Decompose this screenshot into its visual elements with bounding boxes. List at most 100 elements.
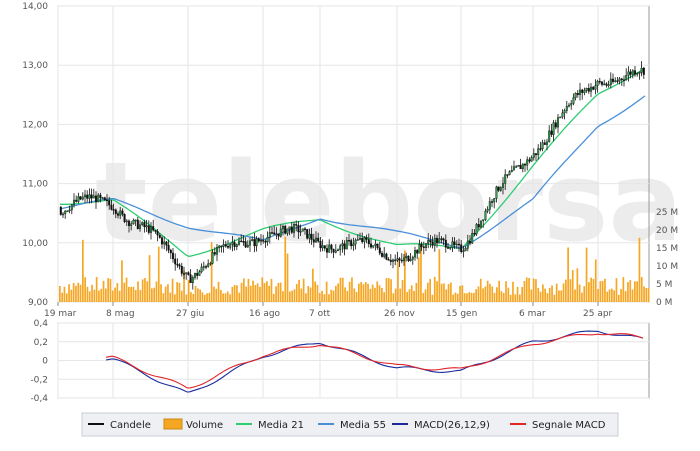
- volume-bar: [491, 286, 494, 302]
- volume-bar: [590, 277, 592, 302]
- volume-bar: [289, 291, 291, 302]
- volume-bars: [59, 236, 650, 302]
- x-tick-label: 7 ott: [309, 309, 331, 319]
- candle-body: [396, 258, 399, 261]
- candle-body: [149, 226, 152, 233]
- volume-bar: [341, 277, 344, 302]
- volume-bar: [121, 260, 123, 302]
- volume-bar: [153, 287, 155, 302]
- volume-bar: [620, 289, 622, 302]
- candle-body: [352, 243, 355, 247]
- candle-body: [411, 256, 414, 260]
- volume-bar: [475, 289, 477, 302]
- candle-body: [312, 239, 315, 243]
- volume-bar: [374, 287, 376, 302]
- volume-bar: [509, 294, 512, 302]
- volume-bar: [401, 280, 404, 302]
- candle-body: [321, 245, 324, 249]
- macd-grid: [57, 322, 649, 399]
- candle-body: [286, 228, 289, 234]
- candle-body: [268, 232, 271, 238]
- volume-bar: [397, 259, 399, 302]
- candle-body: [471, 232, 474, 244]
- candle-body: [231, 242, 234, 245]
- volume-bar: [427, 282, 429, 302]
- candle-body: [572, 97, 575, 104]
- candle-body: [563, 110, 566, 114]
- volume-bar: [489, 283, 491, 302]
- candle-body: [409, 259, 412, 261]
- volume-bar: [116, 283, 119, 302]
- candle-body: [442, 238, 445, 241]
- volume-bar: [174, 294, 176, 302]
- candle-body: [634, 70, 637, 75]
- volume-bar: [220, 289, 222, 302]
- volume-bar: [583, 286, 586, 302]
- volume-bar: [539, 291, 542, 302]
- volume-bar: [424, 289, 427, 302]
- volume-bar: [512, 281, 514, 302]
- volume-bar: [318, 292, 321, 302]
- candle-body: [70, 204, 73, 211]
- volume-bar: [417, 257, 420, 302]
- candle-body: [211, 252, 214, 264]
- candle-body: [114, 209, 117, 214]
- candle-body: [552, 122, 555, 135]
- candle-body: [495, 186, 498, 199]
- candle-body: [480, 220, 483, 228]
- volume-bar: [459, 285, 461, 302]
- candle-body: [513, 166, 516, 171]
- candle-body: [237, 240, 240, 245]
- volume-bar: [548, 287, 551, 302]
- candle-body: [125, 220, 128, 223]
- legend-label: Candele: [110, 420, 151, 431]
- candle-body: [279, 228, 282, 237]
- volume-bar: [88, 291, 91, 302]
- candle-body: [464, 248, 467, 252]
- volume-bar: [123, 282, 126, 302]
- candle-body: [97, 194, 100, 203]
- candle-body: [315, 237, 318, 243]
- candle-body: [154, 230, 157, 232]
- candle-body: [559, 116, 562, 119]
- volume-bar: [565, 279, 567, 302]
- volume-y-tick: 10 M: [656, 262, 678, 272]
- volume-bar: [118, 290, 121, 302]
- volume-bar: [316, 284, 319, 302]
- volume-bar: [249, 285, 252, 302]
- volume-bar: [194, 286, 197, 302]
- volume-bar: [392, 293, 395, 302]
- volume-bar: [594, 259, 597, 302]
- candle-body: [405, 255, 408, 259]
- volume-bar: [523, 281, 526, 302]
- candle-body: [519, 165, 522, 170]
- volume-bar: [100, 288, 103, 302]
- volume-bar: [445, 289, 448, 302]
- candle-body: [260, 240, 263, 242]
- volume-bar: [183, 270, 185, 302]
- candle-body: [497, 186, 500, 191]
- volume-bar: [337, 283, 339, 302]
- candle-body: [398, 258, 401, 261]
- candle-body: [616, 80, 619, 82]
- volume-bar: [420, 246, 422, 302]
- volume-bar: [335, 285, 337, 302]
- candle-body: [262, 240, 265, 242]
- volume-bar: [247, 278, 250, 302]
- volume-bar: [259, 286, 261, 302]
- volume-bar: [252, 280, 254, 302]
- volume-bar: [102, 280, 105, 302]
- candle-body: [198, 271, 201, 276]
- candle-body: [64, 210, 67, 215]
- candle-body: [88, 194, 91, 199]
- candle-body: [449, 247, 452, 249]
- volume-bar: [643, 286, 645, 302]
- candle-body: [607, 84, 610, 87]
- candle-body: [328, 244, 331, 253]
- candle-body: [359, 238, 362, 240]
- volume-bar: [284, 236, 287, 302]
- volume-bar: [309, 287, 312, 302]
- x-tick-label: 8 mag: [106, 309, 135, 319]
- volume-bar: [516, 286, 519, 302]
- volume-bar: [385, 278, 388, 302]
